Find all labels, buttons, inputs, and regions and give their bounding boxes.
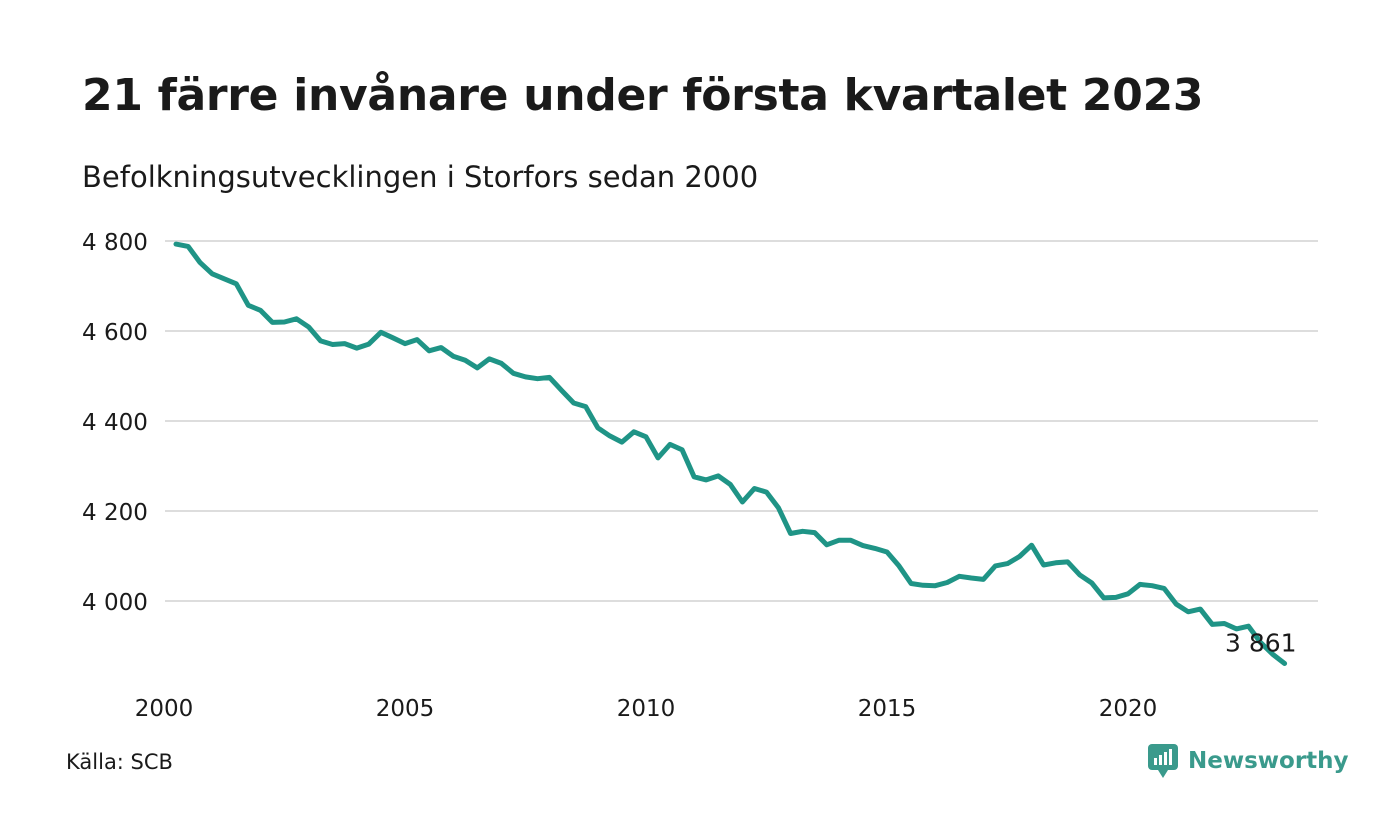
x-tick-label: 2010 bbox=[617, 696, 676, 722]
y-tick-label: 4 800 bbox=[82, 230, 148, 256]
chart-subtitle: Befolkningsutvecklingen i Storfors sedan… bbox=[82, 160, 759, 194]
chart-title: 21 färre invånare under första kvartalet… bbox=[82, 70, 1204, 121]
brand-name: Newsworthy bbox=[1188, 748, 1349, 774]
x-tick-label: 2005 bbox=[376, 696, 435, 722]
newsworthy-logo-icon bbox=[1148, 744, 1178, 778]
x-tick-label: 2020 bbox=[1099, 696, 1158, 722]
x-tick-label: 2000 bbox=[135, 696, 194, 722]
y-tick-label: 4 200 bbox=[82, 500, 148, 526]
y-tick-label: 4 600 bbox=[82, 320, 148, 346]
series-line bbox=[173, 241, 1288, 666]
last-value-label: 3 861 bbox=[1225, 629, 1297, 658]
y-tick-label: 4 400 bbox=[82, 410, 148, 436]
source-note: Källa: SCB bbox=[66, 750, 173, 774]
brand-logo[interactable]: Newsworthy bbox=[1148, 744, 1349, 778]
x-tick-label: 2015 bbox=[858, 696, 917, 722]
y-tick-label: 4 000 bbox=[82, 590, 148, 616]
